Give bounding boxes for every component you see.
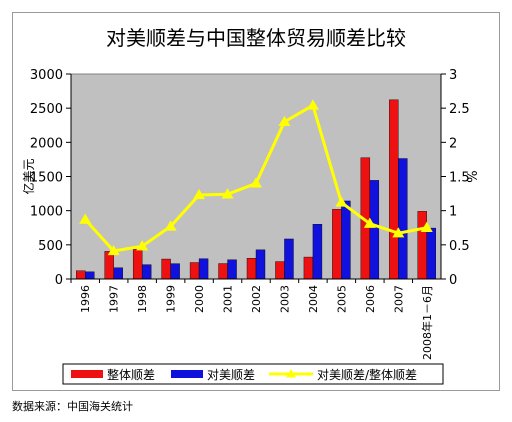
- chart: 对美顺差与中国整体贸易顺差比较 0 500 1000 1500 2000 2500 3000…: [21, 26, 481, 385]
- bar-total-2002: [246, 258, 257, 280]
- right-tick-label: 1.5: [449, 171, 470, 186]
- x-tick-label: 1997: [108, 285, 121, 313]
- bar-us-2005: [341, 200, 351, 280]
- legend-label-ratio: 对美顺差/整体顺差: [317, 367, 417, 382]
- x-tick-label: 2003: [278, 285, 291, 313]
- ratio-point-2001: [221, 188, 234, 199]
- bar-us-1999: [170, 263, 180, 280]
- right-tick-label: 2: [449, 136, 457, 151]
- bar-total-2008年1－6月: [417, 211, 427, 280]
- bar-us-2002: [255, 249, 266, 280]
- ratio-point-2000: [193, 188, 206, 200]
- y-axis-title-right: %: [466, 170, 481, 182]
- ratio-point-2004: [306, 99, 319, 110]
- legend-swatch-total: [71, 370, 103, 378]
- legend-label-us: 对美顺差: [207, 368, 255, 382]
- legend-label-total: 整体顺差: [107, 367, 155, 382]
- ratio-point-1999: [164, 220, 177, 231]
- right-tick-label: 3: [449, 68, 457, 83]
- bar-us-1996: [85, 271, 95, 280]
- bar-us-2007: [398, 158, 408, 280]
- chart-title: 对美顺差与中国整体贸易顺差比较: [106, 26, 406, 50]
- legend: [62, 363, 444, 385]
- bar-total-1998: [132, 249, 143, 280]
- bar-us-2008年1－6月: [426, 227, 436, 280]
- bar-us-2003: [284, 238, 294, 280]
- legend-swatch-us: [171, 370, 203, 378]
- left-tick-label: 2000: [30, 136, 63, 151]
- ratio-point-2005: [335, 196, 348, 207]
- right-tick-label: 2.5: [449, 102, 470, 117]
- x-tick-label: 2000: [193, 285, 206, 313]
- x-tick-label: 2006: [364, 285, 377, 313]
- left-tick-label: 0: [55, 273, 63, 288]
- bar-us-1997: [113, 267, 123, 280]
- bar-us-2001: [227, 259, 237, 280]
- bar-total-1996: [76, 270, 86, 280]
- x-tick-label: 2002: [250, 285, 263, 313]
- ratio-point-1998: [136, 240, 149, 251]
- bar-total-2005: [332, 209, 342, 280]
- ratio-point-2008年1－6月: [420, 221, 433, 232]
- bar-us-2006: [369, 180, 380, 280]
- x-tick-label: 1999: [165, 285, 178, 313]
- legend-marker-ratio: [286, 369, 296, 378]
- x-tick-label: 2008年1－6月: [420, 285, 434, 360]
- plot-area: [70, 73, 442, 280]
- bar-total-1997: [104, 251, 114, 280]
- bar-total-2001: [218, 263, 228, 280]
- ratio-point-2002: [250, 177, 262, 188]
- left-tick-label: 500: [38, 239, 63, 254]
- bar-us-2004: [312, 223, 323, 280]
- ratio-point-2003: [278, 115, 291, 127]
- ratio-point-2006: [363, 217, 376, 228]
- source-note: 数据来源：中国海关统计: [12, 400, 133, 413]
- bar-total-2007: [389, 99, 399, 280]
- x-tick-label: 2007: [392, 285, 405, 313]
- x-tick-label: 2001: [222, 285, 235, 313]
- x-tick-label: 2005: [335, 285, 348, 313]
- ratio-point-1996: [79, 213, 92, 224]
- y-axis-title-left: 亿美元: [21, 158, 36, 194]
- x-tick-label: 1996: [79, 285, 92, 313]
- ratio-point-2007: [392, 227, 405, 238]
- chart-frame: 对美顺差与中国整体贸易顺差比较 0 500 1000 1500 2000 2500 3000…: [12, 12, 500, 391]
- right-tick-label: 1: [449, 205, 457, 220]
- bar-total-2003: [275, 261, 285, 280]
- bar-total-2000: [189, 262, 200, 280]
- right-tick-label: 0: [449, 273, 457, 288]
- ratio-point-1997: [107, 244, 120, 256]
- x-tick-label: 1998: [136, 285, 149, 313]
- x-tick-label: 2004: [307, 285, 320, 313]
- bar-total-2004: [303, 256, 314, 280]
- left-tick-label: 1500: [30, 171, 63, 186]
- left-tick-label: 2500: [30, 102, 63, 117]
- bar-us-1998: [141, 264, 152, 280]
- bar-total-1999: [161, 258, 171, 280]
- bar-us-2000: [198, 258, 209, 280]
- right-tick-label: 0.5: [449, 239, 470, 254]
- left-tick-label: 3000: [30, 68, 63, 83]
- left-tick-label: 1000: [30, 205, 63, 220]
